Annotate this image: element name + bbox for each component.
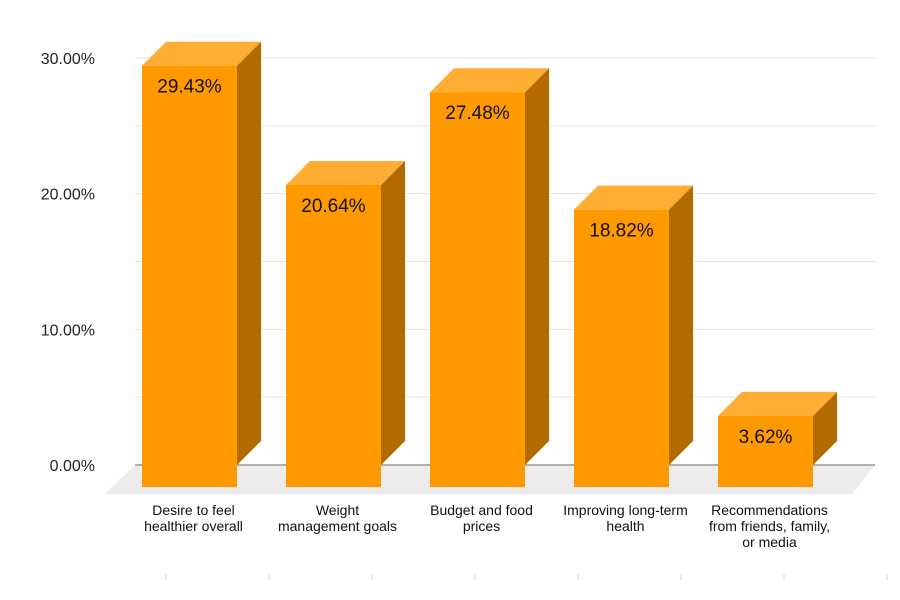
bar-group: 29.43% Desire to feel healthier overall xyxy=(142,41,261,534)
bar-top xyxy=(718,391,837,416)
category-label: Improving long-term health xyxy=(563,502,688,534)
bar xyxy=(286,184,381,487)
bar-side xyxy=(237,41,261,465)
category-label-line: Recommendations xyxy=(711,502,828,518)
bar-side xyxy=(381,160,405,465)
y-tick-label: 10.00% xyxy=(41,322,95,339)
category-label-line: prices xyxy=(463,518,500,534)
bar-side xyxy=(669,185,693,465)
y-tick-label: 0.00% xyxy=(50,458,95,475)
bar xyxy=(574,209,669,487)
category-label-line: Weight xyxy=(316,502,359,518)
data-label: 20.64% xyxy=(301,196,366,217)
bar-side xyxy=(525,68,549,466)
category-label: Desire to feel healthier overall xyxy=(144,502,243,534)
bar-top xyxy=(430,68,549,93)
category-label-line: Budget and food xyxy=(430,502,533,518)
y-tick-label: 20.00% xyxy=(41,187,95,204)
bar xyxy=(142,65,237,487)
bar xyxy=(718,415,813,487)
category-label-line: healthier overall xyxy=(144,518,243,534)
category-label-line: Desire to feel xyxy=(152,502,234,518)
category-label: Weight management goals xyxy=(278,502,397,534)
bar xyxy=(430,92,525,488)
bar-top xyxy=(142,41,261,66)
bar-group: 3.62% Recommendations from friends, family… xyxy=(709,391,837,550)
data-label: 3.62% xyxy=(739,427,793,448)
bar-top xyxy=(286,160,405,185)
y-tick-label: 30.00% xyxy=(41,51,95,68)
data-label: 29.43% xyxy=(157,77,222,98)
bar-top xyxy=(574,185,693,210)
category-label: Budget and food prices xyxy=(430,502,533,534)
bar-group: 18.82% Improving long-term health xyxy=(563,185,693,534)
bar-group: 27.48% Budget and food prices xyxy=(430,68,549,534)
bottom-ticks xyxy=(165,574,888,580)
category-label: Recommendations from friends, family, or m… xyxy=(709,502,830,550)
bar-group: 20.64% Weight management goals xyxy=(278,160,405,534)
data-label: 18.82% xyxy=(589,221,654,242)
category-label-line: health xyxy=(606,518,644,534)
category-label-line: Improving long-term xyxy=(563,502,688,518)
category-label-line: from friends, family, xyxy=(709,518,830,534)
category-label-line: or media xyxy=(742,534,797,550)
bar-side xyxy=(813,391,837,465)
category-label-line: management goals xyxy=(278,518,397,534)
data-label: 27.48% xyxy=(445,103,510,124)
